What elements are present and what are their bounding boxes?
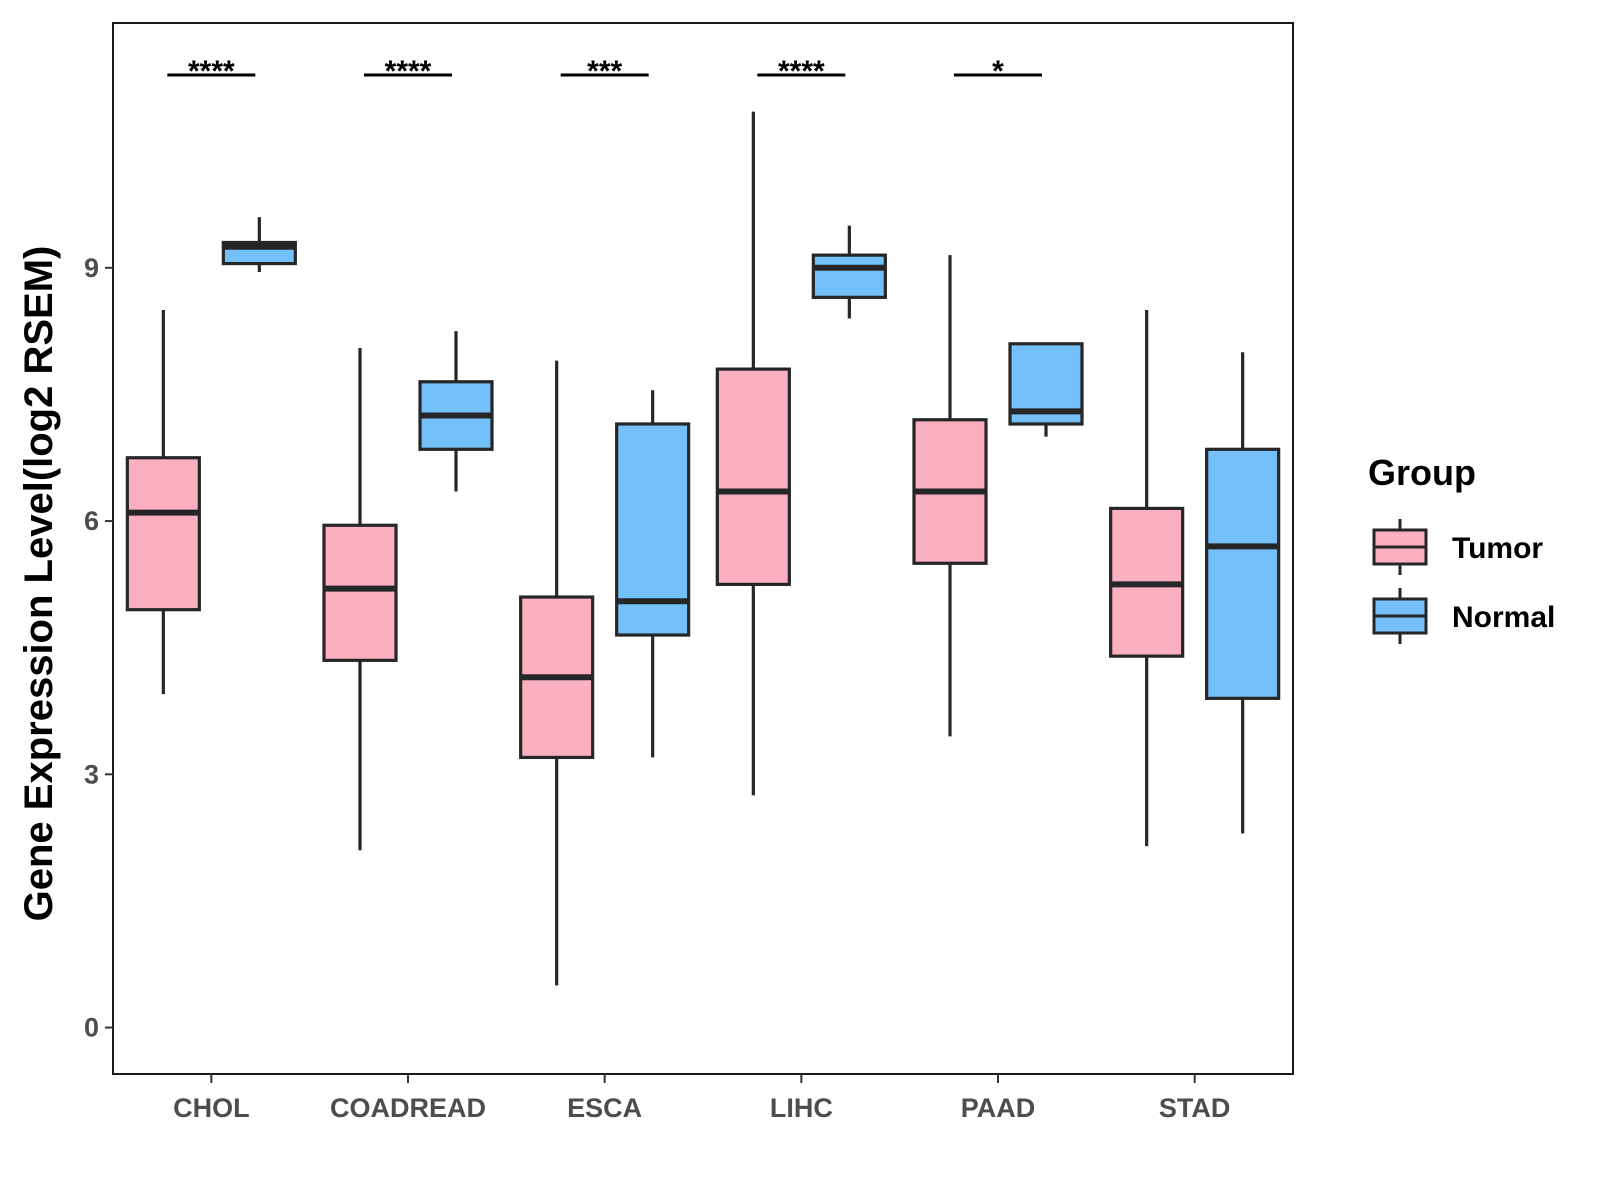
- box-normal-paad: [1008, 342, 1084, 437]
- box-iqr: [125, 456, 201, 612]
- box-tumor-chol: [125, 310, 201, 695]
- box-normal-coadread: [418, 331, 494, 492]
- box-iqr: [322, 523, 398, 662]
- box-normal-chol: [221, 217, 297, 273]
- box-iqr: [715, 367, 791, 586]
- y-tick-label: 0: [84, 1013, 99, 1043]
- legend-label-normal: Normal: [1452, 601, 1555, 634]
- box-tumor-lihc: [715, 111, 791, 796]
- significance-label: ****: [188, 55, 235, 88]
- legend: Group Tumor Normal: [1368, 452, 1555, 644]
- box-normal-stad: [1205, 352, 1281, 834]
- plot-border: [112, 22, 1294, 1075]
- significance-label: ****: [385, 55, 432, 88]
- y-tick-label: 3: [84, 759, 99, 789]
- y-tick-label: 6: [84, 506, 99, 536]
- x-tick-label: COADREAD: [330, 1093, 486, 1123]
- box-tumor-paad: [912, 255, 988, 737]
- box-tumor-esca: [519, 360, 595, 986]
- x-tick-label: PAAD: [961, 1093, 1036, 1123]
- y-tick-label: 9: [84, 253, 99, 283]
- box-iqr: [811, 253, 887, 299]
- significance-label: *: [992, 55, 1004, 88]
- significance-label: ****: [778, 55, 825, 88]
- x-tick-label: ESCA: [567, 1093, 642, 1123]
- significance-label: ***: [587, 55, 622, 88]
- x-tick-label: LIHC: [770, 1093, 833, 1123]
- box-iqr: [1205, 447, 1281, 700]
- legend-label-tumor: Tumor: [1452, 532, 1543, 565]
- y-axis-label: Gene Expression Level(log2 RSEM): [17, 246, 61, 922]
- legend-key-tumor: [1372, 519, 1428, 575]
- legend-title: Group: [1368, 452, 1476, 493]
- box-tumor-stad: [1109, 310, 1185, 847]
- x-tick-label: CHOL: [173, 1093, 250, 1123]
- plot-area: **** **** *** **** *: [125, 55, 1281, 986]
- box-tumor-coadread: [322, 348, 398, 851]
- x-tick-label: STAD: [1159, 1093, 1231, 1123]
- box-normal-lihc: [811, 225, 887, 319]
- box-normal-esca: [615, 390, 691, 758]
- legend-key-normal: [1372, 588, 1428, 644]
